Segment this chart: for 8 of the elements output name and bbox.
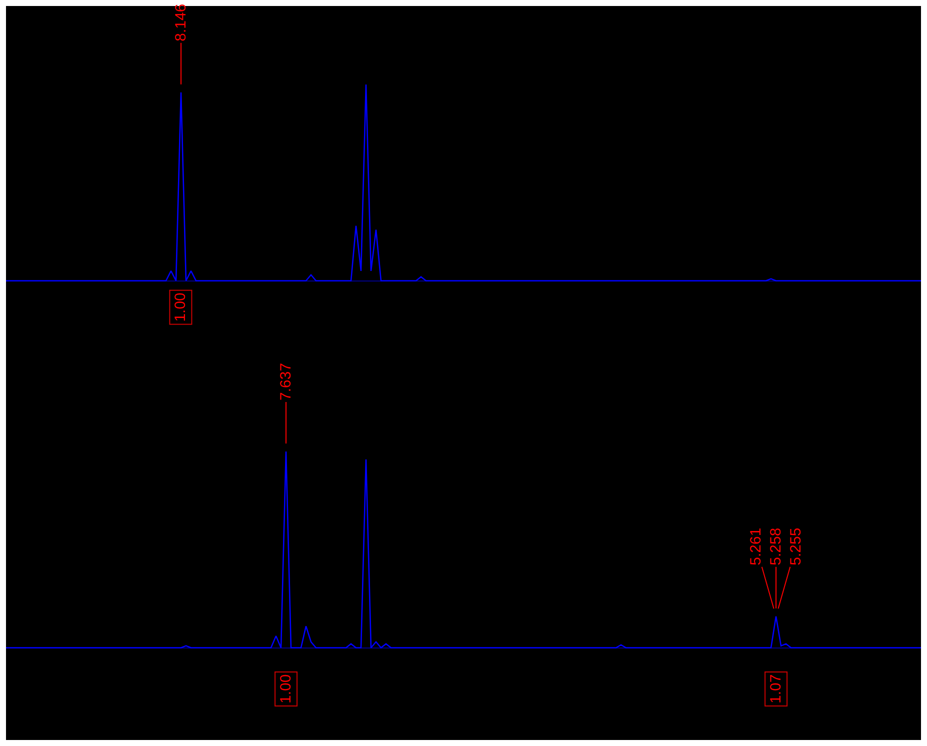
text: 1.00: [278, 674, 295, 704]
annotation: 5.255: [788, 528, 805, 566]
annotation: 7.637: [278, 362, 294, 400]
text: 1.00: [172, 292, 190, 322]
annotation: 8.146: [172, 4, 190, 42]
text: 1.07: [768, 674, 785, 704]
annotation: 5.258: [768, 528, 785, 566]
annotation: 5.261: [748, 528, 765, 566]
